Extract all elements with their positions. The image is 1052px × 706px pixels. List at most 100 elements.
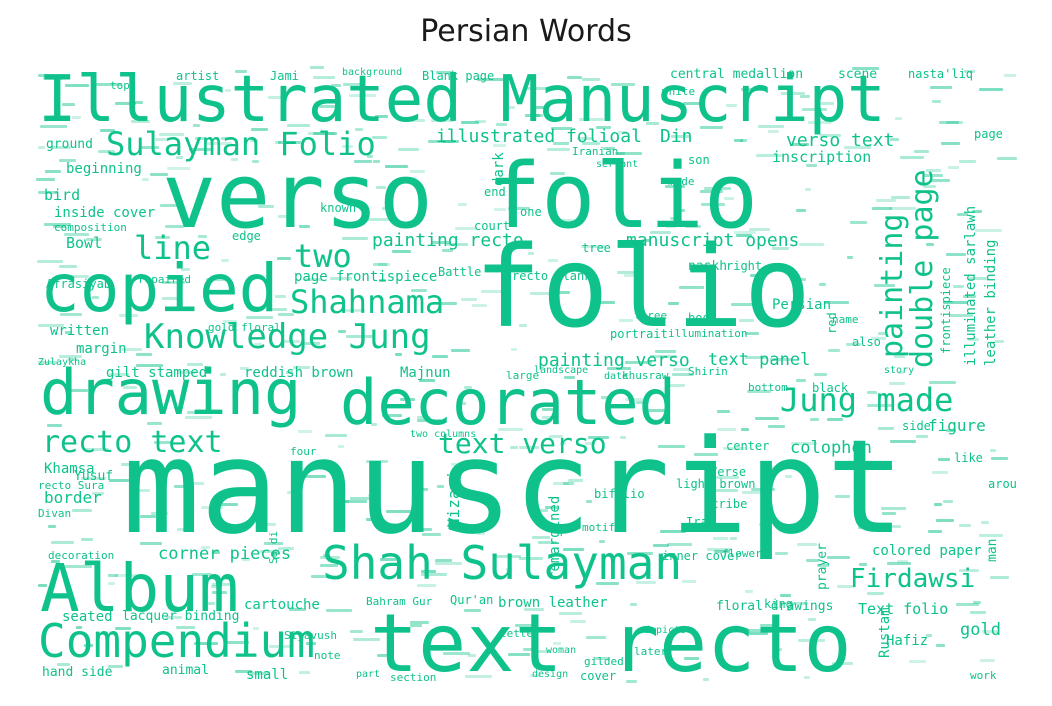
tiny-word-speck — [212, 591, 227, 594]
tiny-word-speck — [538, 650, 551, 653]
tiny-word-speck — [889, 207, 916, 210]
word: recto text — [42, 425, 223, 460]
tiny-word-speck — [963, 295, 976, 298]
word: cover — [580, 669, 617, 683]
tiny-word-speck — [707, 548, 732, 551]
tiny-word-speck — [817, 564, 829, 567]
word: Shah Sulayman — [322, 536, 683, 590]
tiny-word-speck — [398, 148, 419, 151]
word: known — [320, 201, 357, 215]
tiny-word-speck — [820, 102, 834, 105]
tiny-word-speck — [468, 654, 476, 657]
word: section — [390, 671, 437, 684]
word: portrait — [610, 327, 668, 341]
tiny-word-speck — [136, 353, 152, 356]
tiny-word-speck — [581, 245, 605, 248]
tiny-word-speck — [768, 425, 785, 428]
word-cloud: Illustrated Manuscript verso folio folio… — [36, 66, 1018, 686]
tiny-word-speck — [948, 166, 959, 169]
tiny-word-speck — [724, 197, 734, 200]
word: inner cover — [662, 549, 742, 563]
tiny-word-speck — [123, 386, 137, 389]
tiny-word-speck — [493, 144, 506, 147]
tiny-word-speck — [461, 121, 479, 124]
tiny-word-speck — [47, 424, 62, 427]
tiny-word-speck — [835, 495, 850, 498]
word: Illustrated Manuscript — [38, 66, 886, 137]
chart-title: Persian Words — [420, 14, 632, 49]
tiny-word-speck — [714, 550, 730, 553]
tiny-word-speck — [979, 534, 1003, 537]
tiny-word-speck — [780, 594, 791, 597]
tiny-word-speck — [504, 106, 515, 109]
word: bird — [44, 186, 81, 204]
tiny-word-speck — [205, 142, 232, 145]
tiny-word-speck — [76, 626, 82, 629]
word: inscription — [772, 148, 872, 166]
tiny-word-speck — [338, 445, 344, 448]
tiny-word-speck — [176, 156, 183, 159]
tiny-word-speck — [932, 100, 941, 103]
tiny-word-speck — [559, 612, 582, 615]
tiny-word-speck — [371, 423, 377, 426]
word: name — [832, 313, 859, 326]
tiny-word-speck — [443, 652, 470, 655]
tiny-word-speck — [734, 231, 756, 234]
tiny-word-speck — [820, 134, 841, 137]
tiny-word-speck — [819, 283, 826, 286]
tiny-word-speck — [959, 569, 979, 572]
tiny-word-speck — [464, 609, 481, 612]
word: light brown — [676, 477, 756, 491]
tiny-word-speck — [553, 642, 561, 645]
word: side — [902, 419, 931, 433]
tiny-word-speck — [395, 353, 402, 356]
tiny-word-speck — [428, 140, 453, 143]
tiny-word-speck — [549, 435, 563, 438]
tiny-word-speck — [530, 292, 557, 295]
word: double page — [905, 169, 940, 368]
tiny-word-speck — [115, 102, 136, 105]
tiny-word-speck — [38, 361, 58, 364]
tiny-word-speck — [306, 642, 316, 645]
tiny-word-speck — [435, 559, 452, 562]
tiny-word-speck — [953, 285, 964, 288]
tiny-word-speck — [859, 563, 867, 566]
tiny-word-speck — [465, 675, 492, 678]
tiny-word-speck — [617, 271, 644, 274]
tiny-word-speck — [324, 461, 333, 464]
tiny-word-speck — [711, 489, 738, 492]
tiny-word-speck — [650, 231, 671, 234]
tiny-word-speck — [755, 417, 779, 420]
tiny-word-speck — [527, 87, 554, 90]
tiny-word-speck — [272, 308, 287, 311]
tiny-word-speck — [563, 548, 584, 551]
tiny-word-speck — [155, 236, 170, 239]
tiny-word-speck — [534, 106, 547, 109]
tiny-word-speck — [852, 67, 879, 70]
tiny-word-speck — [437, 485, 444, 488]
tiny-word-speck — [320, 556, 340, 559]
tiny-word-speck — [928, 530, 942, 533]
tiny-word-speck — [287, 124, 310, 127]
tiny-word-speck — [64, 233, 89, 236]
tiny-word-speck — [914, 150, 929, 153]
tiny-word-speck — [147, 422, 162, 425]
tiny-word-speck — [121, 463, 139, 466]
tiny-word-speck — [957, 213, 968, 216]
tiny-word-speck — [799, 243, 824, 246]
tiny-word-speck — [286, 371, 293, 374]
tiny-word-speck — [81, 477, 106, 480]
tiny-word-speck — [740, 139, 747, 142]
tiny-word-speck — [305, 278, 322, 281]
tiny-word-speck — [968, 277, 988, 280]
tiny-word-speck — [150, 173, 168, 176]
tiny-word-speck — [997, 157, 1017, 160]
tiny-word-speck — [422, 533, 441, 536]
tiny-word-speck — [515, 624, 535, 627]
word: depicts — [644, 625, 687, 636]
tiny-word-speck — [44, 223, 71, 226]
tiny-word-speck — [432, 302, 457, 305]
tiny-word-speck — [936, 519, 954, 522]
word: background — [342, 67, 403, 78]
word: gold floral — [208, 321, 281, 334]
